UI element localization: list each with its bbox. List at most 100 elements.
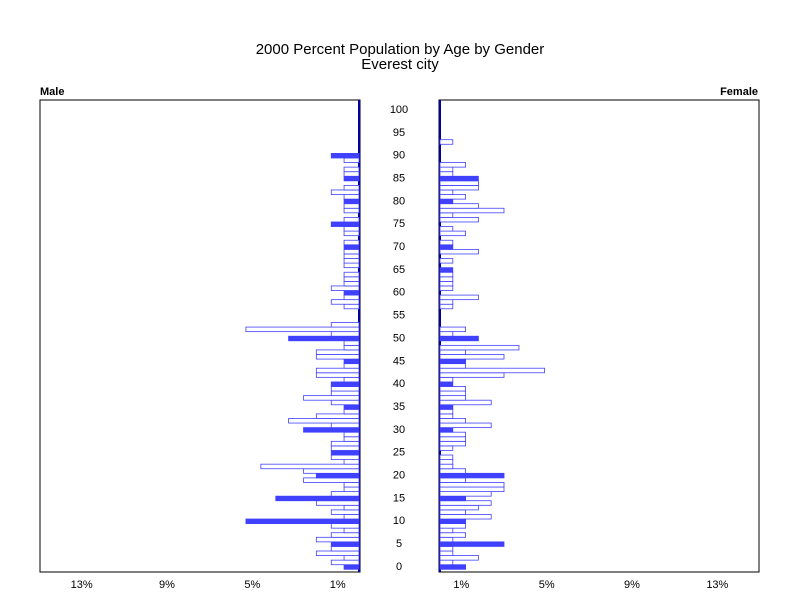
age-label: 90 [393, 150, 405, 162]
age-label: 100 [390, 104, 408, 116]
male-bar [330, 322, 360, 328]
male-bar [343, 226, 360, 232]
male-bar [330, 509, 360, 515]
male-bar [303, 427, 360, 433]
male-bar [330, 221, 360, 227]
male-x-tick-label: 5% [244, 579, 260, 591]
female-bar [439, 564, 467, 570]
female-bar [439, 194, 467, 200]
male-bar [315, 472, 360, 479]
female-bar [439, 509, 467, 515]
female-bar [439, 207, 505, 214]
male-bar [330, 491, 360, 497]
age-label: 95 [393, 127, 405, 139]
female-bar [439, 504, 479, 511]
male-bar [315, 550, 360, 556]
female-bar [439, 550, 454, 556]
male-bar [343, 171, 360, 177]
male-bar [330, 299, 360, 305]
female-bar [439, 267, 454, 273]
female-bar [439, 216, 479, 223]
female-bar [439, 482, 505, 488]
age-label: 80 [393, 195, 405, 207]
female-bar [439, 536, 454, 543]
age-label: 40 [393, 378, 405, 390]
male-x-tick-label: 13% [71, 579, 93, 591]
male-bar [343, 207, 360, 214]
female-bar [439, 180, 479, 186]
male-x-tick-label: 9% [159, 579, 175, 591]
female-bar [439, 363, 467, 369]
female-bar [439, 299, 454, 305]
age-label: 0 [396, 561, 402, 573]
female-bar [439, 162, 467, 168]
male-bar [330, 523, 360, 529]
male-bar [343, 555, 360, 561]
female-bar [439, 212, 454, 218]
female-bar [439, 248, 479, 255]
female-bar [439, 139, 454, 145]
female-bar [439, 198, 454, 205]
female-bar [439, 258, 454, 264]
female-bar [439, 445, 454, 451]
age-label: 85 [393, 172, 405, 184]
female-bar [439, 541, 505, 547]
female-bar [439, 381, 454, 387]
male-bar [343, 185, 360, 191]
male-bar [343, 203, 360, 209]
female-bar [439, 390, 467, 397]
female-bar [439, 358, 467, 365]
male-bar [315, 354, 360, 360]
male-bar [315, 349, 360, 355]
male-bar [343, 340, 360, 346]
female-bar [439, 418, 467, 424]
male-bar [330, 381, 360, 387]
male-bar [343, 175, 360, 182]
male-bar [343, 194, 360, 200]
female-bar [439, 395, 467, 401]
male-bar [288, 335, 360, 342]
female-bar [439, 367, 545, 374]
female-bar [439, 285, 454, 291]
female-bar [439, 226, 454, 232]
male-bar [330, 153, 360, 159]
male-bar [343, 290, 360, 296]
male-bar [245, 326, 360, 333]
female-bar [439, 527, 454, 534]
male-bar [303, 395, 360, 401]
male-bar [343, 239, 360, 246]
male-bar [343, 280, 360, 287]
female-bar [439, 166, 454, 173]
female-bar [439, 203, 479, 209]
male-bar [343, 166, 360, 173]
male-bar [343, 344, 360, 351]
male-bar [343, 564, 360, 570]
female-bar [439, 559, 454, 566]
female-bar [439, 500, 492, 506]
male-bar [343, 504, 360, 511]
male-bar [343, 262, 360, 269]
female-bar [439, 399, 492, 406]
male-bar [343, 230, 360, 237]
female-bar [439, 468, 467, 474]
age-label: 5 [396, 538, 402, 550]
female-bar [439, 463, 454, 470]
male-bar [343, 363, 360, 369]
age-label: 35 [393, 401, 405, 413]
male-bar [330, 546, 360, 552]
male-bar [343, 408, 360, 415]
female-bar [439, 440, 467, 447]
male-bar [343, 376, 360, 383]
male-bar [330, 386, 360, 392]
male-bar [315, 413, 360, 419]
male-bar [343, 253, 360, 259]
female-label: Female [720, 86, 758, 98]
female-bar [439, 518, 467, 524]
chart-subtitle: Everest city [361, 56, 439, 73]
male-bar [343, 482, 360, 488]
male-bar [245, 518, 360, 524]
age-label: 75 [393, 218, 405, 230]
female-bar [439, 171, 454, 177]
male-bar [343, 157, 360, 163]
male-bar [343, 514, 360, 520]
